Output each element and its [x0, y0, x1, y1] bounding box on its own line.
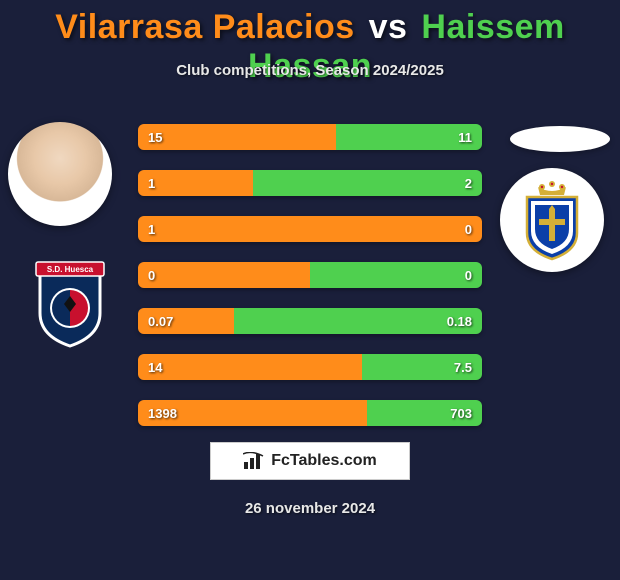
- stat-value-left: 0: [148, 268, 155, 283]
- stat-row: 15Matches11: [138, 124, 482, 150]
- stat-fill-left: [138, 170, 253, 196]
- stat-fill-left: [138, 216, 482, 242]
- svg-text:S.D. Huesca: S.D. Huesca: [47, 265, 94, 274]
- brand-text: FcTables.com: [271, 452, 377, 470]
- stats-container: 15Matches11 1Goals2 1Assists0 0Hattricks0 0.…: [138, 124, 482, 446]
- stat-fill-right: [253, 170, 482, 196]
- club-right-crest: [500, 168, 604, 272]
- stat-value-right: 0: [465, 268, 472, 283]
- stat-value-right: 0.18: [447, 314, 472, 329]
- stat-value-left: 14: [148, 360, 162, 375]
- stat-value-left: 15: [148, 130, 162, 145]
- stat-row: 1Goals2: [138, 170, 482, 196]
- stat-fill-right: [310, 262, 482, 288]
- bar-chart-icon: [243, 452, 265, 470]
- stat-row: 0Hattricks0: [138, 262, 482, 288]
- stat-value-left: 1398: [148, 406, 177, 421]
- stat-value-left: 0.07: [148, 314, 173, 329]
- stat-fill-right: [234, 308, 482, 334]
- oviedo-crest-icon: [517, 179, 587, 261]
- title-vs: vs: [369, 8, 408, 46]
- stat-value-left: 1: [148, 222, 155, 237]
- stat-row: 1Assists0: [138, 216, 482, 242]
- title-player1: Vilarrasa Palacios: [55, 8, 354, 46]
- stat-row: 1398Min per goal703: [138, 400, 482, 426]
- club-left-crest: S.D. Huesca: [30, 258, 110, 348]
- player2-photo-placeholder: [510, 126, 610, 152]
- date-text: 26 november 2024: [0, 500, 620, 517]
- stat-value-right: 0: [465, 222, 472, 237]
- stat-value-right: 7.5: [454, 360, 472, 375]
- stat-fill-left: [138, 354, 362, 380]
- huesca-crest-icon: S.D. Huesca: [30, 258, 110, 348]
- brand-box: FcTables.com: [210, 442, 410, 480]
- stat-value-left: 1: [148, 176, 155, 191]
- stat-value-right: 703: [450, 406, 472, 421]
- stat-fill-left: [138, 262, 310, 288]
- subtitle: Club competitions, Season 2024/2025: [0, 62, 620, 79]
- stat-row: 14Shots per goal7.5: [138, 354, 482, 380]
- stat-fill-left: [138, 124, 336, 150]
- stat-value-right: 2: [465, 176, 472, 191]
- player1-photo: [8, 122, 112, 226]
- stat-value-right: 11: [458, 130, 472, 145]
- stat-row: 0.07Goals per match0.18: [138, 308, 482, 334]
